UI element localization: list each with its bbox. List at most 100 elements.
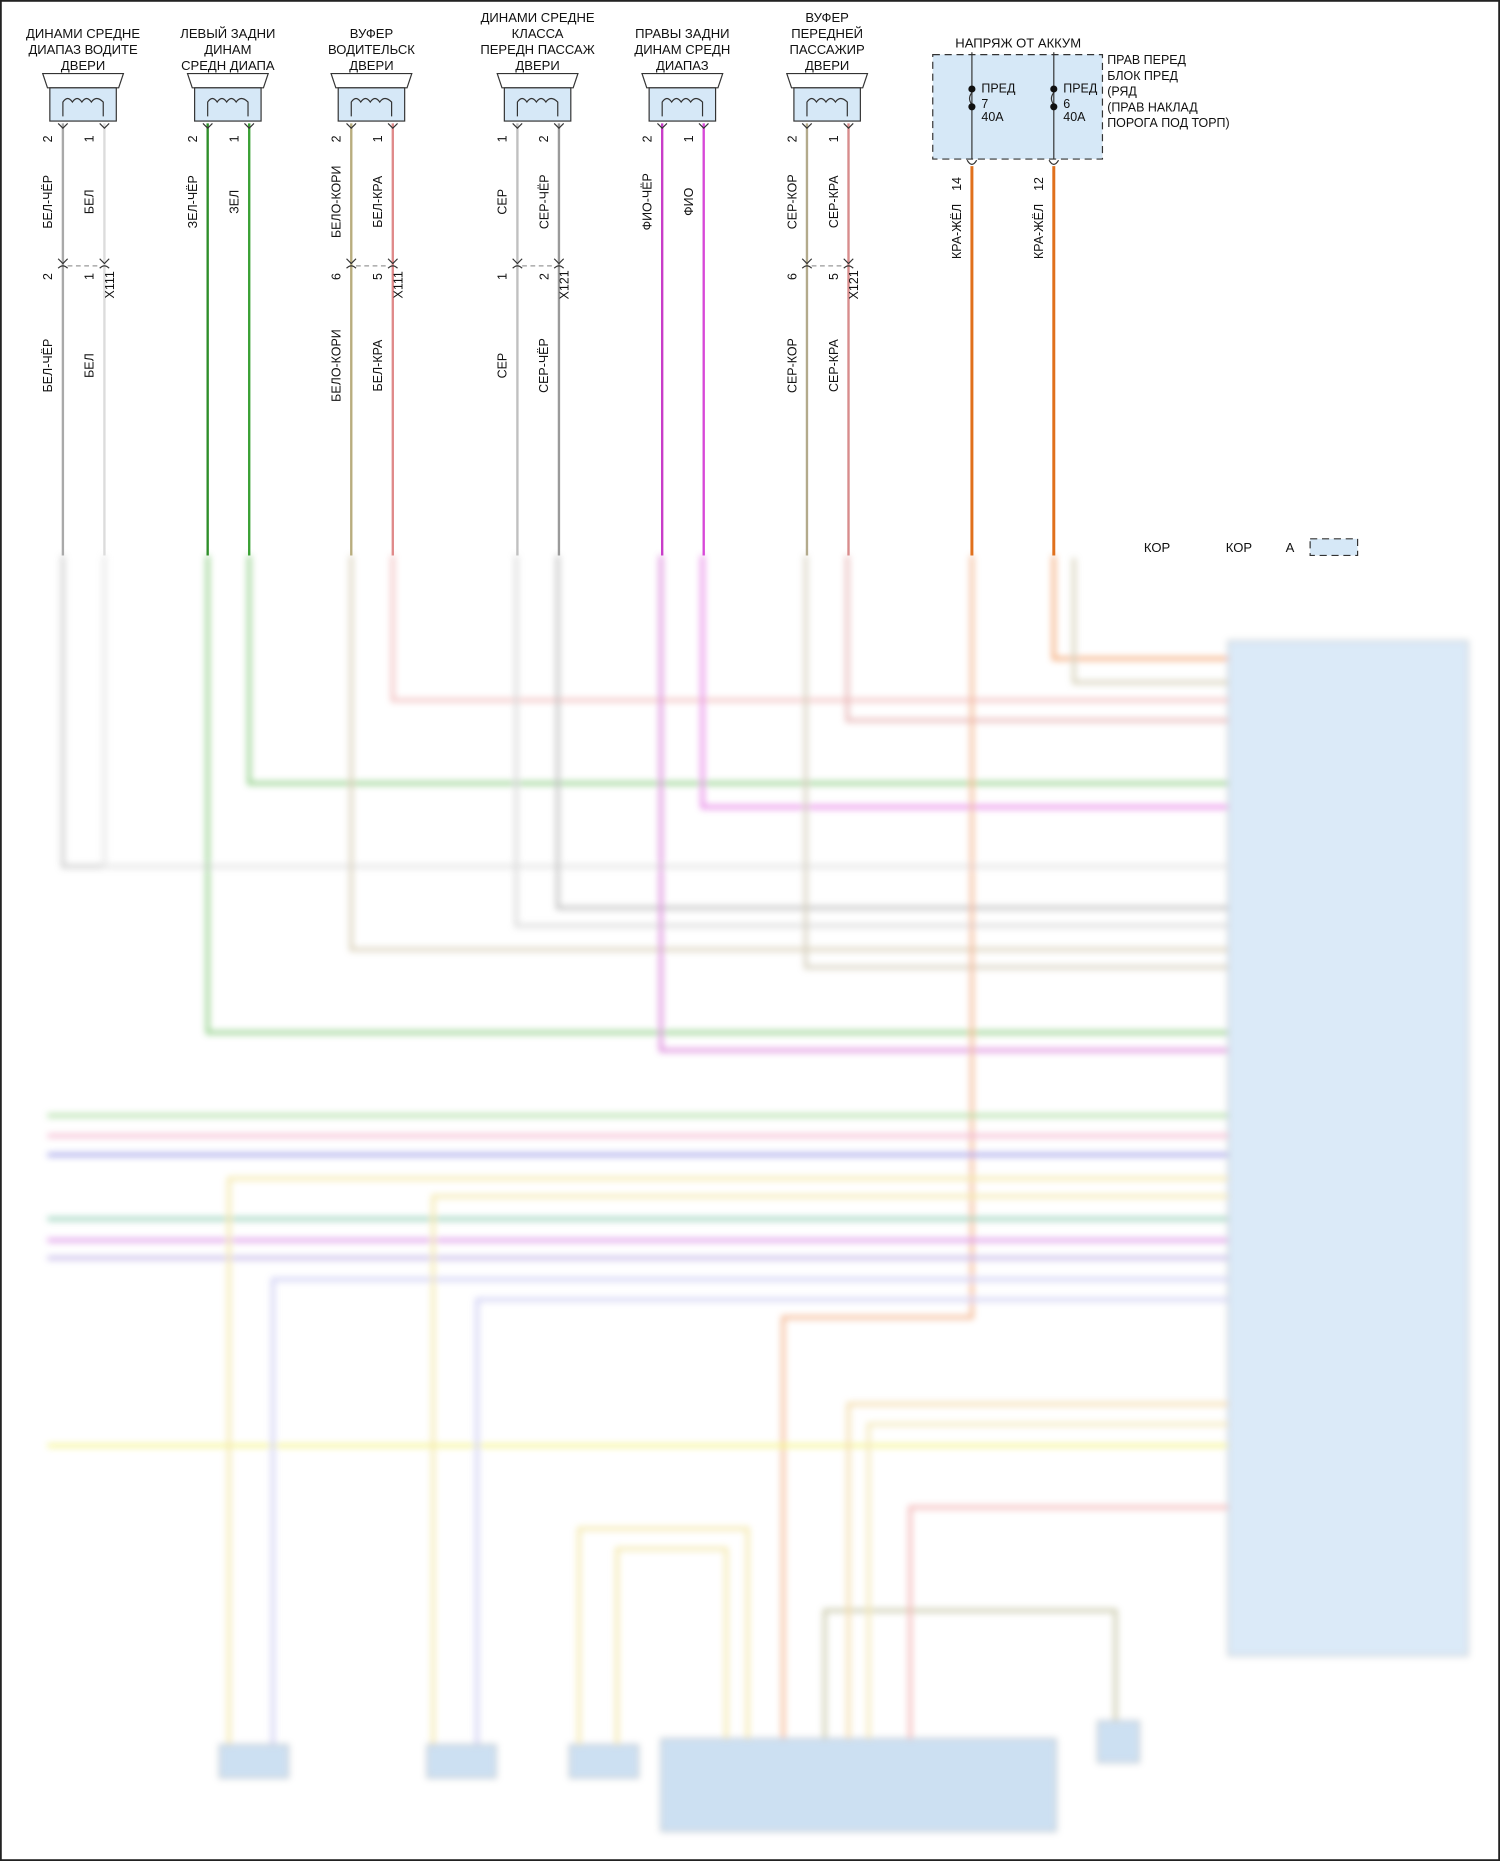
fuse-terminal xyxy=(1050,85,1058,93)
connector-id: X111 xyxy=(103,271,117,298)
speaker-title: ПРАВЫ ЗАДНИ xyxy=(635,26,729,41)
component xyxy=(1097,1720,1140,1764)
speaker-title: ДИАПАЗ xyxy=(656,58,709,73)
connector-pin-number: 6 xyxy=(330,273,344,280)
wire-color-label: БЕЛ xyxy=(83,353,97,378)
connector-icon xyxy=(99,258,110,269)
terminal-icon xyxy=(698,123,709,130)
fuse-rating: 40A xyxy=(981,110,1004,124)
wire-color-label: СЕР xyxy=(496,353,510,379)
terminal-icon xyxy=(553,123,565,130)
fuse-number: 6 xyxy=(1063,97,1070,111)
connector-icon xyxy=(512,258,523,269)
coil-icon xyxy=(62,97,104,117)
connector-icon xyxy=(387,258,398,269)
wire-color-label: БЕЛ-ЧЁР xyxy=(41,175,55,229)
wire xyxy=(391,555,1229,703)
speaker-magnet-icon xyxy=(793,87,861,122)
terminal-icon xyxy=(346,123,357,130)
fuse-rating: 40A xyxy=(1063,110,1086,124)
coil-icon xyxy=(806,97,848,117)
terminal-icon xyxy=(657,123,668,130)
component xyxy=(660,1738,1057,1832)
speaker-title: ПАССАЖИР xyxy=(790,42,865,57)
connector-pin-number: 2 xyxy=(537,273,551,280)
fuse-terminal xyxy=(1050,103,1058,111)
component xyxy=(426,1744,497,1779)
wire xyxy=(431,1194,1229,1745)
pin-number: 1 xyxy=(83,135,97,142)
speaker-title: ВОДИТЕЛЬСК xyxy=(328,42,415,57)
wire xyxy=(846,1402,1229,1739)
wire xyxy=(866,1422,1229,1739)
connector-icon xyxy=(801,258,813,269)
terminal-icon xyxy=(512,123,523,130)
speaker-cone-icon xyxy=(785,72,869,89)
wire xyxy=(700,555,1229,809)
speaker-cone-icon xyxy=(496,72,579,89)
speaker-title: ВУФЕР xyxy=(805,10,849,25)
wire-color-label: СЕР-КОР xyxy=(785,338,799,393)
speaker-title: ВУФЕР xyxy=(350,26,394,41)
speaker-title: ПЕРЕДНЕЙ xyxy=(791,26,863,41)
wire-color-label: СЕР xyxy=(496,189,510,215)
pin-number: 2 xyxy=(41,135,55,142)
speaker-title: ДИНАМИ СРЕДНЕ xyxy=(481,10,595,25)
connector-id: X121 xyxy=(557,270,571,299)
terminal-icon xyxy=(99,123,110,130)
connector-pin-number: 14 xyxy=(950,177,964,191)
speaker-title: ДВЕРИ xyxy=(349,58,393,73)
speaker-title: ДИНАМ xyxy=(204,42,251,57)
fuse-box-location: ПРАВ ПЕРЕД xyxy=(1107,53,1186,67)
wire xyxy=(205,555,1229,1035)
fuse-box-location: БЛОК ПРЕД xyxy=(1107,69,1178,83)
speaker-title: КЛАССА xyxy=(512,26,564,41)
ground-wire-label: КОР xyxy=(1226,540,1253,555)
wire xyxy=(102,555,1229,869)
speaker-title: ДВЕРИ xyxy=(805,58,849,73)
fuse-number: 7 xyxy=(981,97,988,111)
pin-number: 1 xyxy=(228,135,242,142)
component xyxy=(218,1744,289,1779)
wire xyxy=(845,555,1229,723)
fuse-terminal xyxy=(968,85,976,93)
connector-pin-number: 2 xyxy=(41,273,55,280)
wire-color-label: БЕЛО-КОРИ xyxy=(330,165,344,238)
speaker-title: ЛЕВЫЙ ЗАДНИ xyxy=(180,26,275,41)
wire-color-label: ФИО-ЧЁР xyxy=(641,173,655,230)
ground-connection: КОР КОР А xyxy=(1144,538,1359,557)
pin-number: 2 xyxy=(186,135,200,142)
connector-icon xyxy=(346,258,357,269)
ground-wire-label: КОР xyxy=(1144,540,1171,555)
pin-number: 1 xyxy=(827,135,841,142)
fuse-box-location: (ПРАВ НАКЛАД xyxy=(1107,100,1198,114)
speaker-title: ДИНАМ СРЕДН xyxy=(634,42,730,57)
wire-color-label: СЕР-КРА xyxy=(827,175,841,228)
pin-number: 2 xyxy=(330,135,344,142)
component xyxy=(569,1744,640,1779)
speaker-title: ПЕРЕДН ПАССАЖ xyxy=(480,42,594,57)
fuse-block: НАПРЯЖ ОТ АККУМ ПРАВ ПЕРЕД БЛОК ПРЕД (РЯД(П… xyxy=(932,35,1230,556)
speaker-title: ДВЕРИ xyxy=(61,58,105,73)
terminal-icon xyxy=(244,123,255,130)
wire-color-label: КРА-ЖЁЛ xyxy=(950,204,964,259)
wire-color-label: БЕЛ-КРА xyxy=(371,175,385,228)
connector-icon xyxy=(1048,159,1060,165)
fuse-box-location: ПОРОГА ПОД ТОРП) xyxy=(1107,116,1229,130)
connector-pin-number: 5 xyxy=(371,273,385,280)
coil-icon xyxy=(661,97,704,117)
terminal-icon xyxy=(801,123,813,130)
wire xyxy=(349,555,1229,952)
speaker-magnet-icon xyxy=(194,87,262,122)
wire-color-label: БЕЛ-КРА xyxy=(371,339,385,392)
pin-number: 1 xyxy=(682,135,696,142)
pin-number: 2 xyxy=(537,135,551,142)
speaker-cone-icon xyxy=(186,72,270,89)
wire xyxy=(822,1608,1118,1739)
speaker-magnet-icon xyxy=(503,87,572,122)
